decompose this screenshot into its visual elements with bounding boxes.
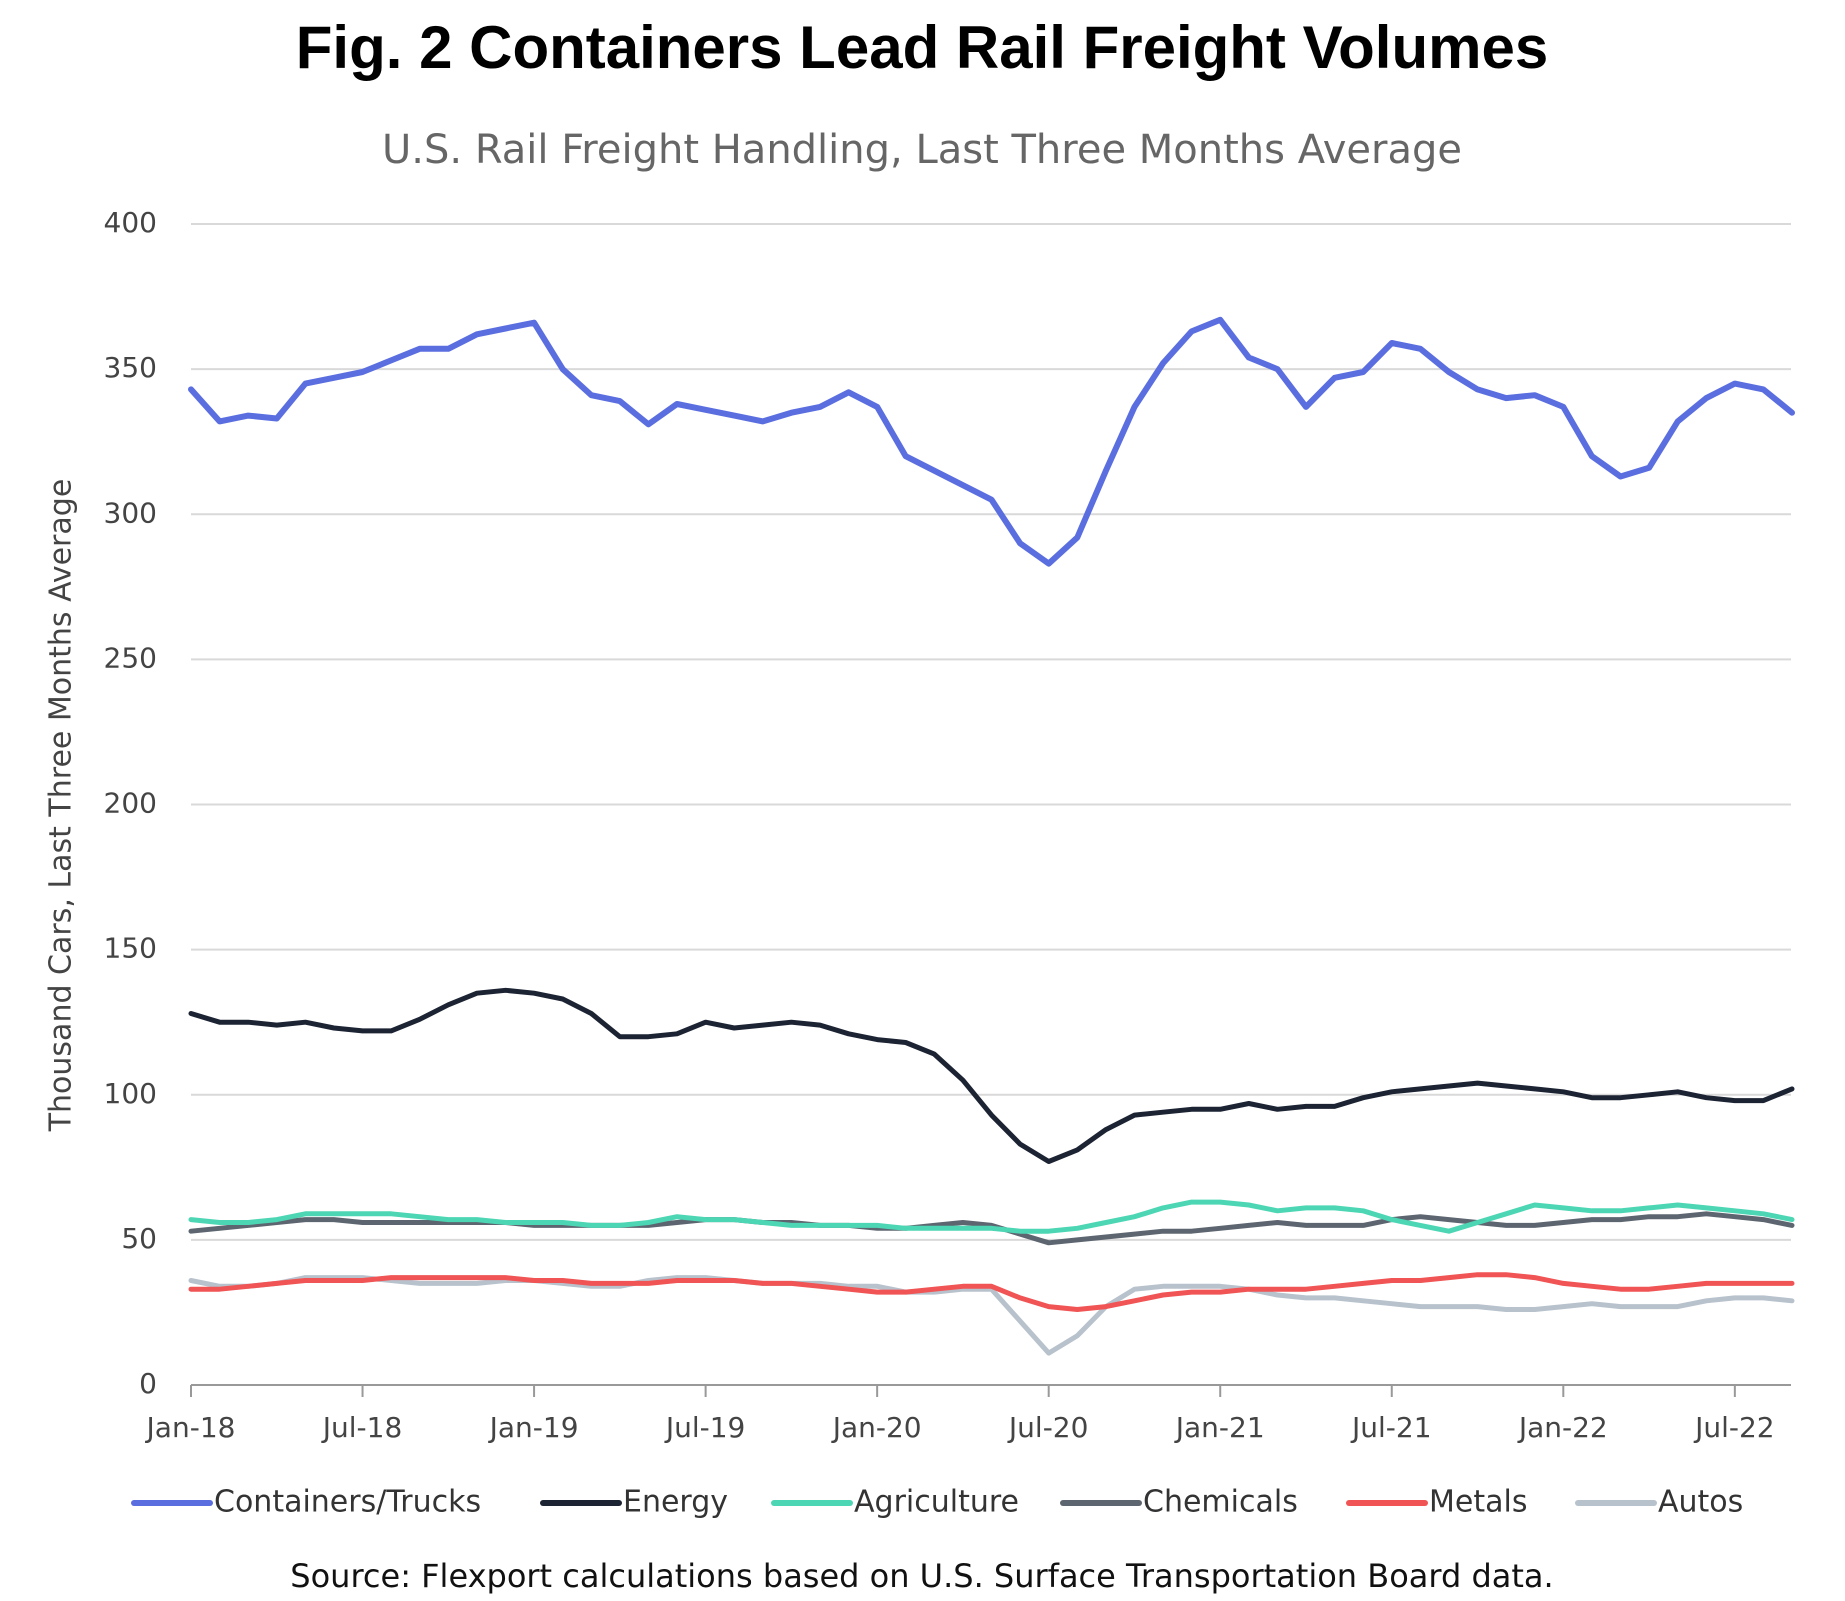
legend-label: Energy (623, 1485, 728, 1520)
series-line (188, 1211, 1795, 1246)
legend-label: Chemicals (1143, 1485, 1298, 1520)
y-tick-label: 50 (121, 1222, 157, 1255)
series-line (188, 987, 1795, 1164)
legend-label: Autos (1658, 1485, 1743, 1520)
x-tick-label: Jan-20 (831, 1411, 922, 1444)
series-line (188, 1272, 1795, 1312)
x-tick-label: Jan-21 (1174, 1411, 1265, 1444)
y-tick-label: 300 (104, 496, 157, 529)
series-line (188, 316, 1795, 567)
source-note: Source: Flexport calculations based on U… (290, 1557, 1553, 1595)
x-tick-label: Jul-22 (1693, 1411, 1775, 1444)
series-line (188, 1275, 1795, 1356)
chart-title: Fig. 2 Containers Lead Rail Freight Volu… (296, 14, 1548, 81)
legend-label: Agriculture (854, 1485, 1019, 1520)
x-tick-label: Jul-20 (1007, 1411, 1089, 1444)
y-tick-label: 250 (104, 641, 157, 674)
y-tick-label: 400 (104, 206, 157, 239)
x-tick-label: Jan-19 (488, 1411, 579, 1444)
y-tick-label: 200 (104, 787, 157, 820)
y-tick-label: 0 (139, 1367, 157, 1400)
x-tick-label: Jul-19 (664, 1411, 746, 1444)
x-tick-label: Jul-18 (321, 1411, 403, 1444)
y-tick-label: 150 (104, 932, 157, 965)
y-tick-label: 100 (104, 1077, 157, 1110)
series-line (188, 1199, 1795, 1234)
legend-label: Metals (1429, 1485, 1527, 1520)
x-tick-label: Jul-21 (1350, 1411, 1432, 1444)
y-axis-label: Thousand Cars, Last Three Months Average (44, 479, 79, 1133)
x-tick-label: Jan-18 (145, 1411, 236, 1444)
y-tick-label: 350 (104, 351, 157, 384)
legend-label: Containers/Trucks (214, 1485, 481, 1520)
x-tick-label: Jan-22 (1517, 1411, 1608, 1444)
chart-subtitle: U.S. Rail Freight Handling, Last Three M… (382, 127, 1462, 173)
